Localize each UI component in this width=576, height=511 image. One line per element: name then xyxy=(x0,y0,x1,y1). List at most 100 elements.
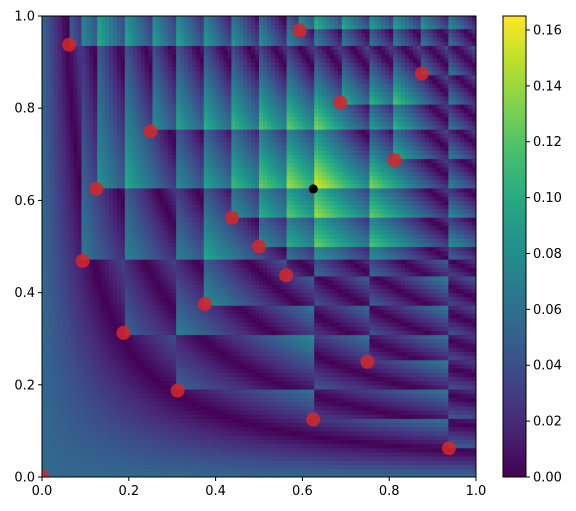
heatmap-cell xyxy=(81,49,86,55)
heatmap-cell xyxy=(113,112,118,118)
heatmap-cell xyxy=(116,418,122,424)
heatmap-cell xyxy=(93,263,98,269)
heatmap-cell xyxy=(152,74,158,80)
heatmap-cell xyxy=(45,187,51,193)
heatmap-cell xyxy=(180,443,185,449)
heatmap-cell xyxy=(93,380,98,386)
heatmap-cell xyxy=(164,108,169,113)
heatmap-cell xyxy=(69,246,75,252)
heatmap-cell xyxy=(168,154,173,160)
heatmap-cell xyxy=(199,388,205,394)
heatmap-cell xyxy=(207,41,213,46)
heatmap-cell xyxy=(81,87,86,93)
heatmap-cell xyxy=(45,384,51,390)
heatmap-cell xyxy=(184,175,189,181)
heatmap-cell xyxy=(101,468,106,474)
heatmap-cell xyxy=(191,443,197,449)
heatmap-cell xyxy=(120,204,126,210)
heatmap-cell xyxy=(61,351,67,357)
heatmap-cell xyxy=(61,28,67,34)
heatmap-cell xyxy=(187,401,193,407)
heatmap-cell xyxy=(203,405,209,411)
heatmap-cell xyxy=(101,393,106,398)
heatmap-cell xyxy=(65,20,71,25)
heatmap-cell xyxy=(77,141,83,147)
heatmap-cell xyxy=(61,238,67,243)
heatmap-cell xyxy=(85,192,90,197)
heatmap-cell xyxy=(93,49,98,55)
heatmap-cell xyxy=(180,468,185,474)
heatmap-cell xyxy=(109,263,114,269)
heatmap-cell xyxy=(113,16,118,21)
heatmap-cell xyxy=(65,250,71,256)
heatmap-cell xyxy=(53,284,59,290)
heatmap-cell xyxy=(77,99,83,105)
heatmap-cell xyxy=(211,175,217,181)
heatmap-cell xyxy=(69,53,75,59)
heatmap-cell xyxy=(160,259,165,264)
heatmap-cell xyxy=(152,292,158,298)
heatmap-cell xyxy=(81,451,86,457)
heatmap-cell xyxy=(73,435,79,440)
heatmap-cell xyxy=(156,70,161,76)
heatmap-cell xyxy=(49,66,55,72)
heatmap-cell xyxy=(132,397,138,403)
heatmap-cell xyxy=(140,124,146,130)
heatmap-cell xyxy=(140,443,146,449)
heatmap-cell xyxy=(49,359,55,365)
heatmap-cell xyxy=(69,338,75,344)
heatmap-cell xyxy=(61,158,67,164)
heatmap-cell xyxy=(195,443,201,449)
heatmap-cell xyxy=(105,418,110,424)
heatmap-cell xyxy=(180,83,185,88)
heatmap-cell xyxy=(93,141,98,147)
heatmap-cell xyxy=(203,137,209,143)
heatmap-cell xyxy=(69,267,75,273)
heatmap-cell xyxy=(81,363,86,369)
heatmap-cell xyxy=(113,426,118,432)
heatmap-cell xyxy=(81,200,86,206)
heatmap-cell xyxy=(207,28,213,34)
heatmap-cell xyxy=(207,401,213,407)
heatmap-cell xyxy=(219,292,225,298)
heatmap-cell xyxy=(42,250,47,256)
heatmap-cell xyxy=(57,141,63,147)
heatmap-cell xyxy=(77,246,83,252)
heatmap-cell xyxy=(215,141,221,147)
heatmap-cell xyxy=(45,300,51,306)
heatmap-cell xyxy=(69,200,75,206)
heatmap-cell xyxy=(195,179,201,185)
heatmap-cell xyxy=(160,267,165,273)
heatmap-cell xyxy=(132,292,138,298)
heatmap-cell xyxy=(57,104,63,109)
heatmap-cell xyxy=(140,376,146,382)
heatmap-cell xyxy=(93,250,98,256)
heatmap-cell xyxy=(105,20,110,25)
heatmap-cell xyxy=(164,267,169,273)
heatmap-cell xyxy=(105,145,110,151)
heatmap-cell xyxy=(215,309,221,315)
heatmap-cell xyxy=(172,292,177,298)
heatmap-cell xyxy=(207,179,213,185)
heatmap-cell xyxy=(207,326,213,331)
heatmap-cell xyxy=(69,175,75,181)
heatmap-cell xyxy=(97,368,102,373)
heatmap-cell xyxy=(69,460,75,466)
heatmap-cell xyxy=(116,472,122,477)
heatmap-cell xyxy=(120,359,126,365)
heatmap-cell xyxy=(168,166,173,172)
heatmap-cell xyxy=(199,116,205,122)
heatmap-cell xyxy=(168,70,173,76)
heatmap-cell xyxy=(199,171,205,176)
heatmap-cell xyxy=(180,460,185,466)
heatmap-cell xyxy=(120,456,126,461)
heatmap-cell xyxy=(211,296,217,302)
heatmap-cell xyxy=(97,221,102,227)
heatmap-cell xyxy=(73,317,79,323)
heatmap-cell xyxy=(148,292,154,298)
heatmap-cell xyxy=(211,162,217,168)
heatmap-cell xyxy=(113,95,118,101)
heatmap-cell xyxy=(172,439,177,445)
heatmap-cell xyxy=(160,334,165,340)
heatmap-cell xyxy=(77,95,83,101)
